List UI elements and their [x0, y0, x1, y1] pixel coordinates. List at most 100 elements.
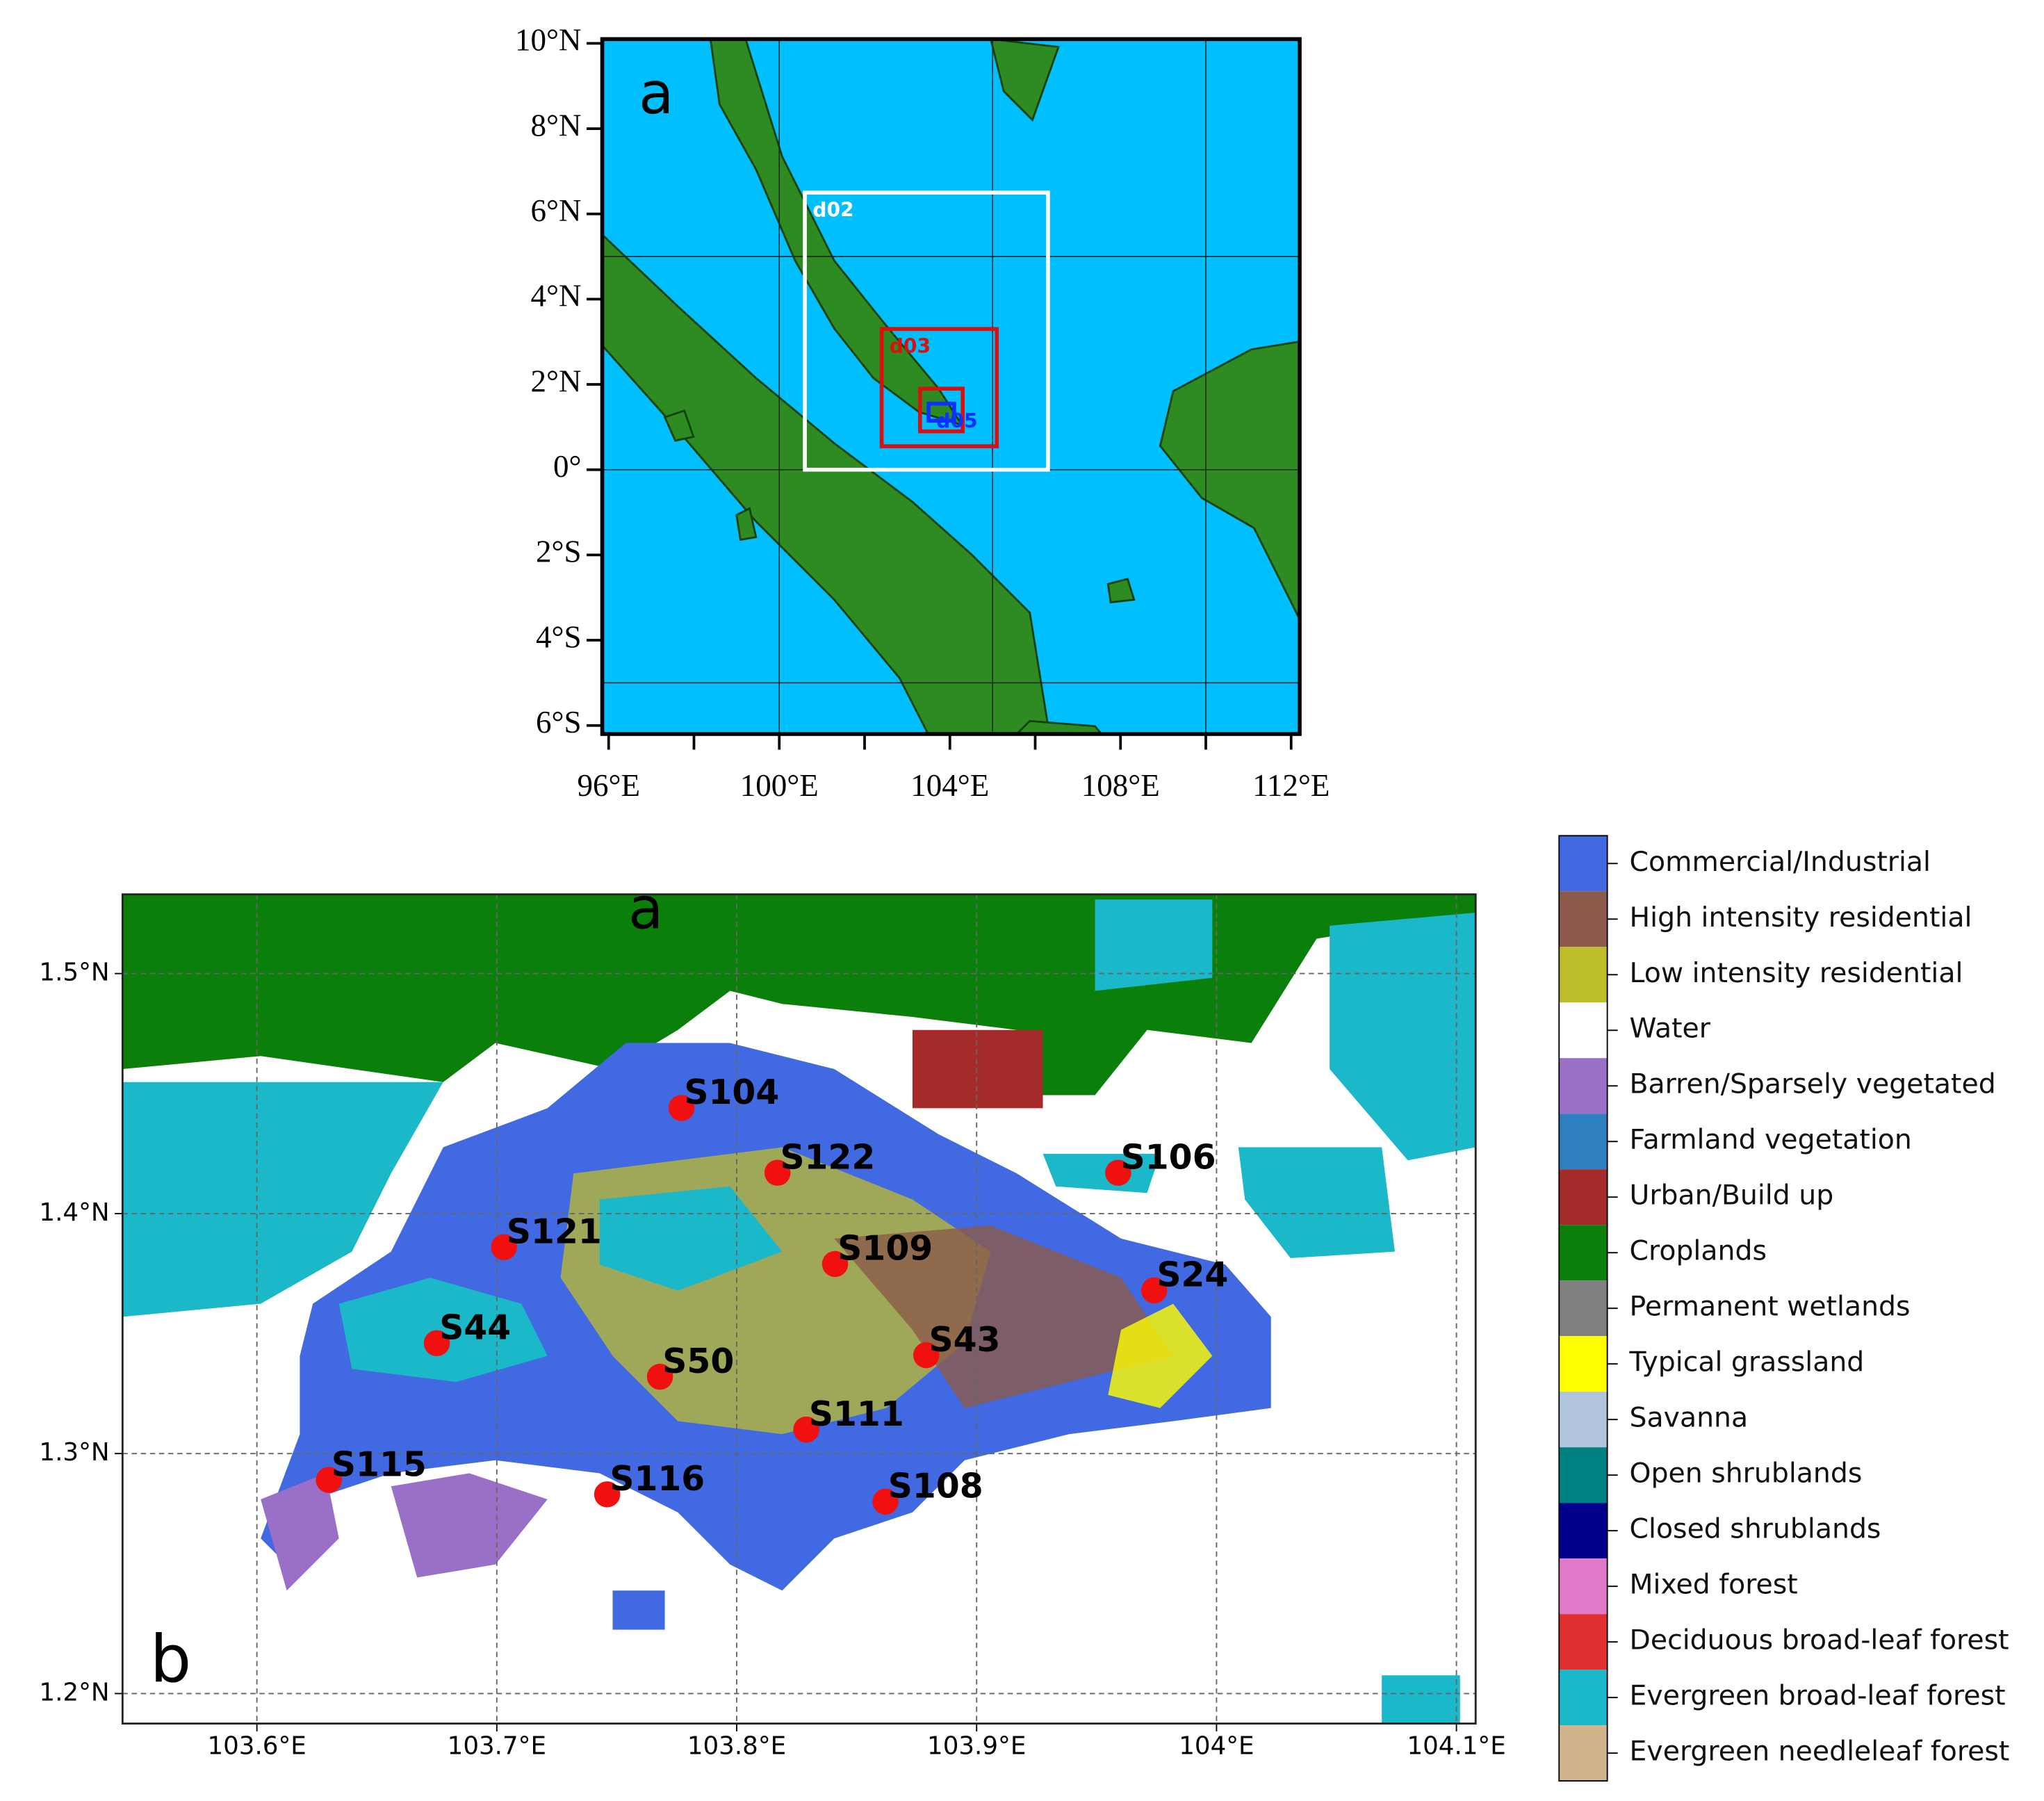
x-tick-label: 104°E [910, 768, 989, 803]
domain-box [879, 327, 999, 448]
station [793, 1416, 819, 1443]
y-tick-label: 1.5°N [39, 959, 109, 987]
legend-label: Mixed forest [1630, 1569, 1798, 1601]
x-tick-label: 108°E [1081, 768, 1160, 803]
legend-swatch [1559, 1503, 1608, 1559]
legend-swatch [1559, 1280, 1608, 1337]
legend-swatch [1559, 947, 1608, 1003]
land [602, 39, 1300, 734]
domain-label: d05 [936, 409, 977, 432]
legend-label: Open shrublands [1630, 1458, 1863, 1490]
legend-swatch [1559, 1447, 1608, 1503]
domain-box [926, 401, 956, 423]
x-tick-label: 112°E [1252, 768, 1330, 803]
station [1140, 1277, 1168, 1304]
y-tick-label: 2°N [531, 364, 582, 398]
legend-swatch [1559, 1725, 1608, 1782]
legend-label: Evergreen broad-leaf forest [1630, 1680, 2006, 1712]
y-tick-label: 4°S [536, 619, 582, 654]
legend-label: Permanent wetlands [1630, 1291, 1911, 1323]
legend-swatch [1559, 1002, 1608, 1059]
x-tick-label: 104.1°E [1407, 1731, 1505, 1760]
station-label: S50 [662, 1342, 734, 1381]
x-tick-label: 96°E [578, 768, 640, 803]
legend-swatch [1559, 1169, 1608, 1225]
legend-swatch [1559, 1392, 1608, 1448]
legend-label: Farmland vegetation [1630, 1124, 1912, 1156]
station [821, 1250, 849, 1278]
station-label: S104 [684, 1073, 779, 1112]
legend-frame [1558, 835, 1608, 1782]
legend-swatch [1559, 1558, 1608, 1615]
station-label: S43 [929, 1321, 1000, 1360]
legend-label: Deciduous broad-leaf forest [1630, 1624, 2009, 1656]
station-label: S116 [610, 1460, 705, 1499]
station [594, 1481, 621, 1508]
station-label: S108 [888, 1467, 983, 1506]
x-tick-label: 104°E [1179, 1731, 1254, 1760]
station-label: S111 [809, 1395, 904, 1434]
legend-swatch [1559, 836, 1608, 892]
map-title: a [628, 875, 664, 942]
legend-label: Commercial/Industrial [1630, 846, 1931, 878]
legend-label: High intensity residential [1630, 902, 1972, 934]
frame [600, 37, 1302, 736]
station [316, 1467, 342, 1493]
x-tick-label: 103.8°E [687, 1731, 786, 1760]
legend-label: Closed shrublands [1630, 1513, 1881, 1545]
domain-box [917, 386, 965, 434]
legend-label: Typical grassland [1629, 1346, 1865, 1378]
x-tick-label: 103.9°E [927, 1731, 1026, 1760]
legend-swatch [1559, 1225, 1608, 1281]
panel-label: b [150, 1622, 192, 1697]
station [491, 1234, 517, 1260]
legend-swatch [1559, 1614, 1608, 1670]
legend-swatch [1559, 891, 1608, 947]
x-tick-label: 103.6°E [207, 1731, 306, 1760]
station-label: S24 [1156, 1256, 1228, 1295]
y-tick-label: 1.4°N [39, 1198, 109, 1227]
station-label: S121 [507, 1212, 602, 1251]
legend-label: Urban/Build up [1630, 1180, 1834, 1212]
legend-swatch [1559, 1670, 1608, 1726]
y-tick-label: 1.3°N [39, 1438, 109, 1467]
legend-swatch [1559, 1336, 1608, 1392]
station [646, 1363, 673, 1390]
legend-label: Croplands [1630, 1235, 1767, 1267]
y-tick-label: 2°S [536, 535, 582, 569]
station-label: S109 [837, 1230, 933, 1269]
station [668, 1095, 695, 1121]
station-label: S106 [1121, 1138, 1216, 1177]
x-tick-label: 103.7°E [448, 1731, 546, 1760]
y-tick-label: 4°N [531, 279, 582, 313]
y-tick-label: 10°N [515, 23, 582, 58]
legend-swatch [1559, 1058, 1608, 1114]
station [872, 1488, 899, 1515]
station-label: S44 [439, 1309, 511, 1348]
legend-swatch [1559, 1114, 1608, 1170]
x-tick-label: 100°E [740, 768, 819, 803]
legend-label: Water [1630, 1013, 1711, 1045]
legend-label: Savanna [1630, 1402, 1749, 1434]
y-tick-label: 6°S [536, 705, 582, 740]
frame [121, 893, 1477, 1725]
station-label: S115 [332, 1445, 427, 1484]
station-label: S122 [780, 1138, 875, 1177]
domain-box [803, 190, 1050, 472]
y-tick-label: 0° [553, 449, 582, 484]
legend-label: Evergreen needleleaf forest [1630, 1736, 2010, 1768]
station [1105, 1159, 1131, 1186]
legend-label: Low intensity residential [1630, 957, 1963, 989]
y-tick-label: 6°N [531, 193, 582, 228]
domain-label: d02 [812, 198, 853, 221]
y-tick-label: 8°N [531, 108, 582, 142]
panel-label: a [639, 60, 674, 127]
station [913, 1342, 940, 1369]
y-tick-label: 1.2°N [39, 1678, 109, 1706]
domain-label: d03 [890, 335, 931, 358]
station [423, 1330, 450, 1357]
legend-label: Barren/Sparsely vegetated [1630, 1068, 1996, 1100]
land-cover [122, 894, 1476, 1724]
